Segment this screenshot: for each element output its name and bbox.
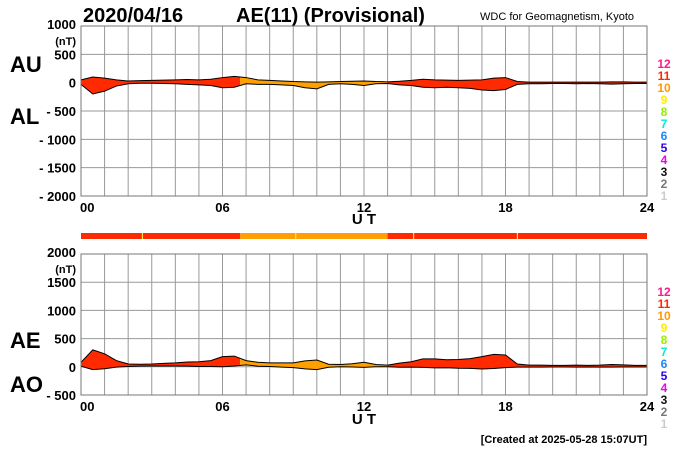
source-label: WDC for Geomagnetism, Kyoto bbox=[480, 11, 634, 23]
legend-station-count: 7 bbox=[661, 117, 668, 131]
x-tick-label: 12 bbox=[357, 200, 371, 215]
x-tick-label: 24 bbox=[640, 399, 655, 414]
station-bar-marker bbox=[413, 233, 415, 239]
legend-station-count: 1 bbox=[661, 417, 668, 431]
top-xlabel: U T bbox=[352, 211, 376, 228]
legend-station-count: 10 bbox=[657, 309, 671, 323]
y-tick-label: 0 bbox=[69, 76, 76, 91]
legend-station-count: 1 bbox=[661, 189, 668, 203]
ae-label: AE bbox=[10, 328, 41, 353]
x-tick-label: 24 bbox=[640, 200, 655, 215]
y-tick-label: 1500 bbox=[47, 275, 76, 290]
ao-label: AO bbox=[10, 372, 43, 397]
upper-series-line bbox=[80, 75, 647, 83]
x-tick-label: 06 bbox=[215, 200, 229, 215]
x-tick-label: 12 bbox=[357, 399, 371, 414]
legend-station-count: 2 bbox=[661, 405, 668, 419]
top-ylabel-unit: (nT) bbox=[55, 36, 76, 48]
y-tick-label: 0 bbox=[69, 360, 76, 375]
index-title: AE(11) (Provisional) bbox=[236, 5, 425, 27]
y-tick-label: - 500 bbox=[46, 388, 76, 403]
legend-station-count: 10 bbox=[657, 81, 671, 95]
al-label: AL bbox=[10, 104, 39, 129]
x-tick-label: 18 bbox=[498, 200, 512, 215]
station-bar-marker bbox=[141, 233, 144, 239]
x-tick-label: 00 bbox=[80, 200, 94, 215]
x-tick-label: 18 bbox=[498, 399, 512, 414]
data-area-segment bbox=[240, 77, 388, 89]
y-tick-label: - 500 bbox=[46, 104, 76, 119]
legend-station-count: 4 bbox=[661, 381, 668, 395]
lower-series-line bbox=[80, 364, 647, 371]
y-tick-label: - 1500 bbox=[39, 161, 76, 176]
x-tick-label: 00 bbox=[80, 399, 94, 414]
legend-station-count: 12 bbox=[657, 285, 671, 299]
station-bar-marker bbox=[516, 233, 518, 239]
lower-series-line bbox=[80, 82, 647, 95]
legend-station-count: 5 bbox=[661, 369, 668, 383]
legend-station-count: 7 bbox=[661, 345, 668, 359]
legend-station-count: 2 bbox=[661, 177, 668, 191]
legend-station-count: 12 bbox=[657, 57, 671, 71]
legend-station-count: 4 bbox=[661, 153, 668, 167]
legend-station-count: 8 bbox=[661, 333, 668, 347]
x-tick-label: 06 bbox=[215, 399, 229, 414]
legend-station-count: 3 bbox=[661, 165, 668, 179]
station-count-bar bbox=[81, 233, 647, 239]
legend-station-count: 6 bbox=[661, 129, 668, 143]
data-area-segment bbox=[81, 349, 241, 370]
station-bar-marker bbox=[295, 233, 297, 239]
legend-station-count: 8 bbox=[661, 105, 668, 119]
station-bar-segment bbox=[240, 233, 388, 239]
y-tick-label: 500 bbox=[54, 47, 76, 62]
bottom-xlabel: U T bbox=[352, 411, 376, 428]
y-tick-label: - 1000 bbox=[39, 132, 76, 147]
y-tick-label: 500 bbox=[54, 332, 76, 347]
au-label: AU bbox=[10, 52, 42, 77]
legend-station-count: 3 bbox=[661, 393, 668, 407]
created-timestamp: [Created at 2025-05-28 15:07UT] bbox=[481, 434, 648, 446]
legend-station-count: 5 bbox=[661, 141, 668, 155]
plot-frame bbox=[80, 253, 648, 396]
legend-station-count: 11 bbox=[658, 69, 671, 83]
upper-series-line bbox=[80, 349, 647, 366]
legend-station-count: 9 bbox=[661, 93, 668, 107]
bottom-ylabel-unit: (nT) bbox=[55, 264, 76, 276]
y-tick-label: 1000 bbox=[47, 303, 76, 318]
legend-station-count: 9 bbox=[661, 321, 668, 335]
legend-station-count: 6 bbox=[661, 357, 668, 371]
y-tick-label: 2000 bbox=[47, 245, 76, 260]
y-tick-label: 1000 bbox=[47, 17, 76, 32]
station-bar-segment bbox=[81, 233, 241, 239]
y-tick-label: - 2000 bbox=[39, 189, 76, 204]
plot-frame bbox=[80, 25, 648, 197]
data-area-segment bbox=[81, 76, 241, 94]
legend-station-count: 11 bbox=[658, 297, 671, 311]
date-title: 2020/04/16 bbox=[83, 5, 183, 27]
